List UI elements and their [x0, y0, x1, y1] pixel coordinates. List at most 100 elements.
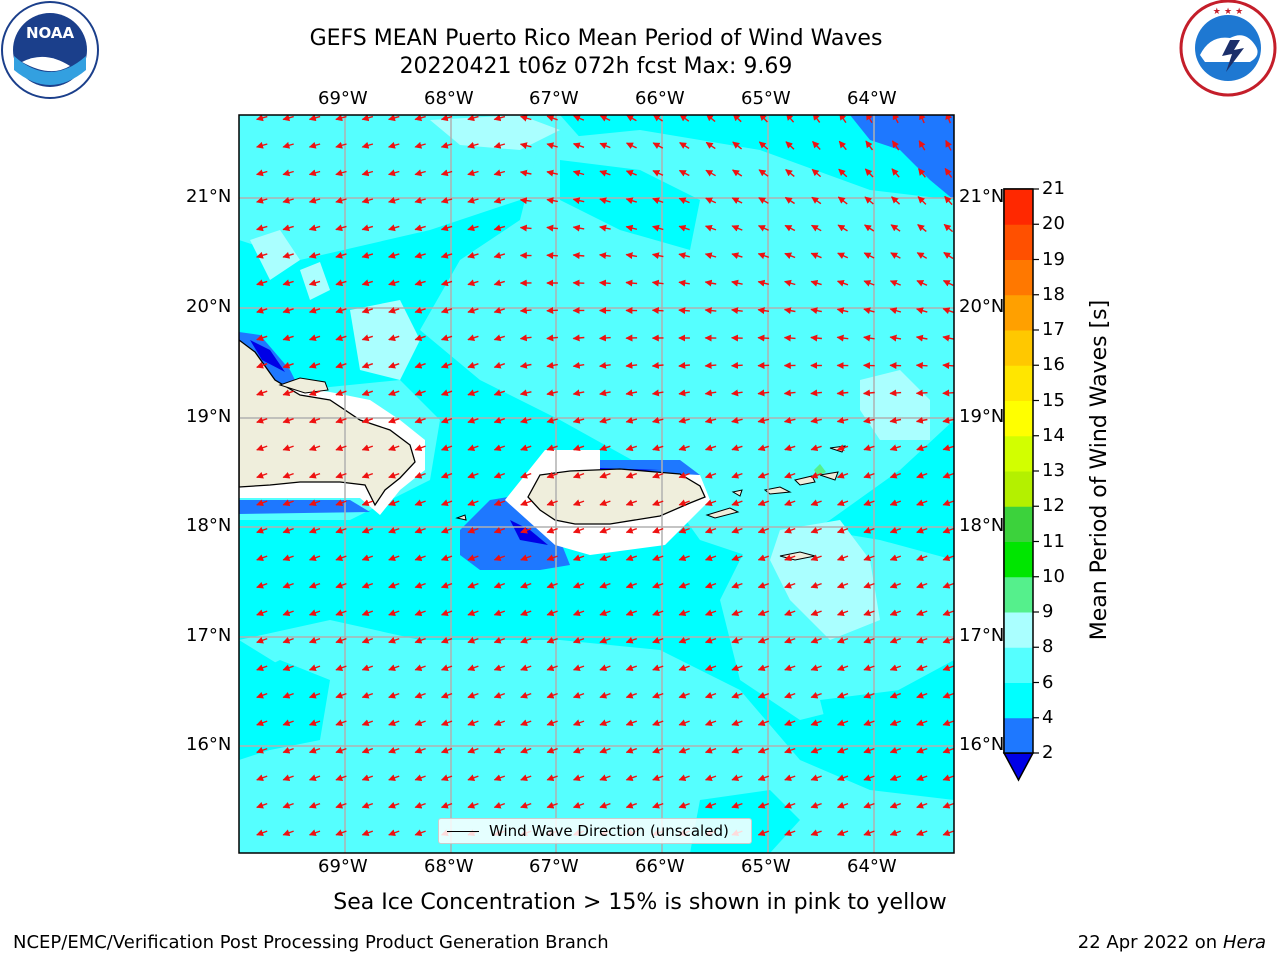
- wind-wave-arrow: [467, 801, 479, 809]
- wind-wave-arrow: [784, 554, 796, 562]
- wind-wave-arrow: [388, 609, 400, 617]
- wind-wave-arrow: [704, 279, 717, 287]
- wind-wave-arrow: [916, 471, 928, 479]
- wind-wave-arrow: [731, 307, 743, 315]
- wind-wave-arrow: [440, 609, 453, 617]
- colorbar-tick-label: 17: [1042, 319, 1065, 340]
- wind-wave-arrow: [892, 115, 900, 124]
- wind-wave-arrow: [572, 691, 585, 699]
- wind-wave-arrow: [308, 664, 321, 672]
- wind-wave-arrow: [335, 719, 347, 727]
- wind-wave-arrow: [838, 140, 847, 151]
- graticule: [239, 115, 954, 853]
- wind-wave-arrow: [916, 691, 928, 699]
- wind-wave-arrow: [836, 416, 849, 424]
- wind-wave-arrow: [256, 719, 268, 727]
- wind-wave-arrow: [889, 554, 902, 562]
- colorbar-segment: [1004, 647, 1033, 683]
- wind-wave-arrow: [308, 389, 321, 397]
- lat-label-left: 20°N: [186, 296, 232, 317]
- wind-wave-arrow: [784, 664, 796, 672]
- wind-wave-arrow: [915, 362, 928, 370]
- wind-wave-arrow: [440, 196, 453, 204]
- wind-wave-arrow: [863, 554, 875, 562]
- wind-wave-arrow: [678, 444, 690, 452]
- wind-wave-arrow: [520, 554, 532, 562]
- wind-wave-arrow: [838, 168, 848, 178]
- wind-wave-arrow: [388, 526, 400, 534]
- wind-wave-arrow: [361, 609, 374, 617]
- wind-wave-arrow: [678, 746, 690, 754]
- wind-wave-arrow: [944, 167, 953, 178]
- wind-wave-arrow: [678, 197, 690, 205]
- wind-wave-arrow: [942, 389, 954, 397]
- wind-wave-arrow: [784, 444, 796, 452]
- wind-wave-arrow: [652, 115, 663, 122]
- wind-wave-arrow: [572, 581, 585, 589]
- wind-wave-arrow: [335, 279, 347, 287]
- wind-wave-arrow: [863, 609, 875, 617]
- wind-wave-arrow: [308, 609, 321, 617]
- wind-wave-arrow: [915, 334, 928, 342]
- wind-wave-arrow: [388, 389, 400, 397]
- wind-wave-arrow: [493, 581, 506, 589]
- wind-wave-arrow: [731, 719, 743, 727]
- lon-label-bottom: 67°W: [529, 856, 579, 877]
- wind-wave-arrow: [256, 169, 268, 177]
- wind-wave-arrow: [256, 306, 268, 314]
- wind-wave-arrow: [282, 224, 294, 232]
- wind-wave-arrow: [546, 142, 558, 150]
- wind-wave-arrow: [308, 691, 321, 699]
- wind-wave-arrow: [783, 389, 796, 397]
- wind-wave-arrow: [335, 334, 347, 342]
- map-frame: [238, 114, 955, 854]
- wind-wave-arrow: [784, 691, 796, 699]
- wind-wave-arrow: [731, 526, 743, 534]
- colorbar-segment: [1004, 224, 1033, 260]
- wind-wave-arrow: [810, 416, 822, 424]
- wind-wave-arrow: [758, 197, 769, 204]
- wind-wave-arrow: [731, 801, 743, 809]
- wind-wave-arrow: [784, 636, 796, 644]
- host-name: Hera: [1222, 932, 1266, 953]
- wind-wave-arrow: [863, 389, 875, 397]
- wind-wave-arrow: [467, 471, 479, 479]
- wind-wave-arrow: [865, 140, 874, 151]
- wind-wave-arrow: [678, 609, 690, 617]
- wind-wave-arrow: [889, 307, 902, 315]
- wind-wave-arrow: [493, 554, 506, 562]
- wind-wave-arrow: [916, 499, 928, 507]
- wind-wave-arrow: [335, 306, 347, 314]
- wind-wave-arrow: [572, 664, 585, 672]
- wind-wave-arrow: [652, 774, 664, 782]
- wind-wave-arrow: [572, 526, 585, 534]
- wind-wave-arrow: [652, 664, 664, 672]
- wind-wave-arrow: [625, 279, 638, 287]
- wind-wave-arrow: [810, 636, 822, 644]
- wind-wave-arrow: [414, 664, 426, 672]
- wind-wave-arrow: [863, 252, 875, 259]
- wind-wave-arrow: [757, 252, 770, 260]
- wind-wave-arrow: [572, 471, 585, 479]
- wind-wave-arrow: [625, 499, 638, 507]
- wind-wave-arrow: [361, 251, 374, 259]
- colorbar-segment: [1004, 189, 1033, 225]
- wind-wave-arrow: [467, 196, 479, 204]
- wind-wave-arrow: [388, 581, 400, 589]
- wind-wave-arrow: [916, 526, 928, 534]
- wind-wave-arrow: [467, 554, 479, 562]
- wind-wave-arrow: [836, 691, 849, 699]
- wind-wave-arrow: [335, 801, 347, 809]
- wind-wave-arrow: [731, 774, 743, 782]
- wind-wave-arrow: [388, 251, 400, 259]
- wind-wave-arrow: [651, 389, 664, 397]
- lon-label-bottom: 68°W: [424, 856, 474, 877]
- wind-wave-arrow: [440, 279, 453, 287]
- wind-wave-arrow: [414, 115, 426, 122]
- wind-wave-arrow: [889, 499, 902, 507]
- wind-wave-arrow: [493, 141, 506, 149]
- wind-wave-arrow: [493, 499, 506, 507]
- wind-wave-arrow: [335, 581, 347, 589]
- wind-wave-arrow: [414, 306, 426, 314]
